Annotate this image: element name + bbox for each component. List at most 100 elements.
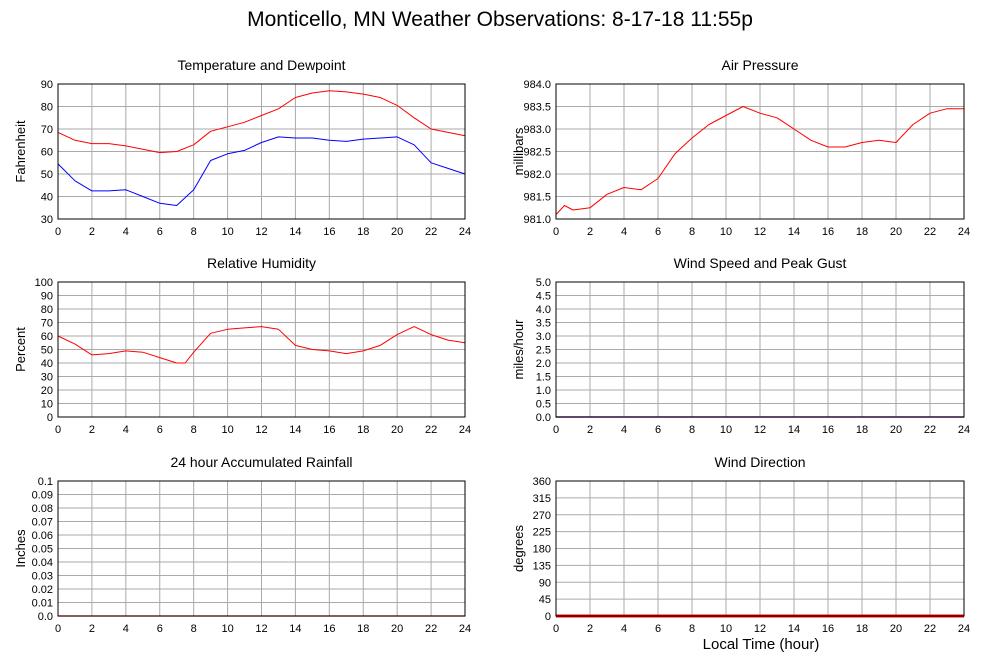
x-tick-label: 10 [720, 226, 732, 238]
y-tick-label: 225 [533, 527, 551, 539]
y-tick-label: 10 [41, 399, 53, 411]
x-tick-label: 8 [191, 226, 197, 238]
x-tick-label: 6 [655, 623, 661, 635]
y-tick-label: 0.1 [38, 476, 53, 488]
x-tick-label: 20 [890, 424, 902, 436]
chart-title: Wind Direction [714, 454, 805, 470]
y-tick-label: 0.02 [32, 584, 53, 596]
x-tick-label: 0 [55, 623, 61, 635]
x-tick-label: 2 [89, 226, 95, 238]
plot-frame [555, 281, 965, 418]
y-tick-label: 100 [35, 277, 53, 289]
x-tick-label: 0 [553, 424, 559, 436]
x-tick-label: 2 [89, 424, 95, 436]
y-tick-label: 70 [41, 124, 53, 136]
y-tick-label: 90 [41, 291, 53, 303]
chart-2: 0 2 4 6 8 10 12 14 16 18 20 22 24981.0981.5982.0982.… [511, 57, 970, 238]
x-tick-label: 22 [425, 424, 437, 436]
page-title: Monticello, MN Weather Observations: 8-1… [247, 8, 753, 31]
y-tick-label: 982.5 [523, 147, 551, 159]
x-tick-label: 12 [754, 226, 766, 238]
x-tick-label: 18 [357, 226, 369, 238]
y-tick-label: 180 [533, 544, 551, 556]
x-tick-label: 12 [754, 623, 766, 635]
x-tick-label: 14 [289, 623, 301, 635]
y-tick-label: 50 [41, 169, 53, 181]
x-tick-label: 22 [924, 226, 936, 238]
y-axis-label: Percent [13, 327, 28, 372]
y-tick-label: 0.07 [32, 517, 53, 529]
y-tick-label: 981.0 [523, 214, 551, 226]
x-tick-label: 16 [323, 226, 335, 238]
y-tick-label: 0.5 [536, 399, 551, 411]
chart-title: Wind Speed and Peak Gust [674, 255, 847, 271]
x-tick-label: 18 [357, 424, 369, 436]
x-tick-label: 6 [157, 623, 163, 635]
y-axis-label: Inches [13, 529, 28, 568]
y-tick-label: 1.0 [536, 385, 551, 397]
x-tick-label: 16 [822, 424, 834, 436]
chart-title: Relative Humidity [207, 255, 316, 271]
x-tick-label: 4 [123, 424, 129, 436]
x-tick-label: 12 [754, 424, 766, 436]
x-tick-label: 2 [587, 424, 593, 436]
chart-1: 0 2 4 6 8 10 12 14 16 18 20 22 2430405060708090Tempe… [13, 57, 471, 238]
x-tick-label: 16 [822, 623, 834, 635]
x-tick-label: 6 [655, 424, 661, 436]
x-tick-label: 24 [958, 623, 970, 635]
y-tick-label: 40 [41, 358, 53, 370]
y-axis-label: Fahrenheit [13, 120, 28, 183]
x-tick-label: 8 [689, 226, 695, 238]
x-tick-label: 2 [89, 623, 95, 635]
x-tick-label: 4 [123, 623, 129, 635]
y-tick-label: 0 [545, 611, 551, 623]
y-tick-label: 60 [41, 331, 53, 343]
x-tick-label: 18 [357, 623, 369, 635]
y-tick-label: 0.08 [32, 503, 53, 515]
x-tick-label: 2 [587, 226, 593, 238]
x-tick-label: 2 [587, 623, 593, 635]
x-tick-label: 14 [788, 623, 800, 635]
chart-title: Temperature and Dewpoint [177, 57, 345, 73]
x-tick-label: 4 [621, 623, 627, 635]
x-tick-label: 4 [123, 226, 129, 238]
x-tick-label: 10 [720, 623, 732, 635]
y-tick-label: 5.0 [536, 277, 551, 289]
x-tick-label: 24 [459, 424, 471, 436]
y-tick-label: 80 [41, 304, 53, 316]
chart-5: 0 2 4 6 8 10 12 14 16 18 20 22 240.00.010.020.030.04… [13, 454, 471, 635]
x-tick-label: 20 [391, 226, 403, 238]
x-tick-label: 8 [689, 424, 695, 436]
chart-title: 24 hour Accumulated Rainfall [170, 454, 352, 470]
x-tick-label: 24 [459, 226, 471, 238]
y-tick-label: 20 [41, 385, 53, 397]
x-tick-label: 10 [221, 226, 233, 238]
y-tick-label: 983.0 [523, 124, 551, 136]
x-tick-label: 4 [621, 424, 627, 436]
y-axis-label: degrees [511, 525, 526, 572]
y-tick-label: 1.5 [536, 372, 551, 384]
plot-frame [555, 83, 965, 220]
y-tick-label: 0.03 [32, 571, 53, 583]
y-tick-label: 90 [41, 79, 53, 91]
x-tick-label: 0 [553, 226, 559, 238]
y-tick-label: 40 [41, 192, 53, 204]
x-tick-label: 22 [425, 226, 437, 238]
y-tick-label: 0 [47, 412, 53, 424]
y-tick-label: 0.01 [32, 598, 53, 610]
y-tick-label: 0.0 [38, 611, 53, 623]
x-tick-label: 12 [255, 226, 267, 238]
x-tick-label: 18 [856, 623, 868, 635]
y-tick-label: 0.06 [32, 530, 53, 542]
plot-frame [57, 281, 466, 418]
series-line-1 [57, 326, 466, 364]
x-tick-label: 22 [924, 424, 936, 436]
plot-frame [57, 83, 466, 220]
chart-3: 0 2 4 6 8 10 12 14 16 18 20 22 240102030405060708090… [13, 255, 471, 436]
x-tick-label: 10 [221, 623, 233, 635]
y-tick-label: 50 [41, 345, 53, 357]
x-tick-label: 20 [391, 623, 403, 635]
y-tick-label: 981.5 [523, 192, 551, 204]
plot-frame [555, 480, 965, 617]
